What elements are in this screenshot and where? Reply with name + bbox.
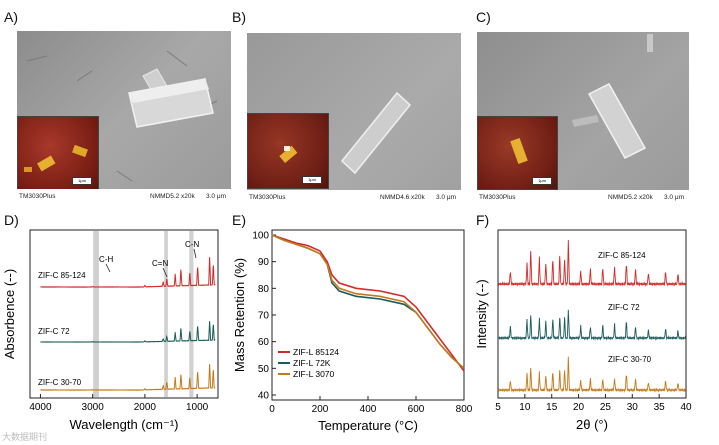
tga-y-tick-label-2: 60: [258, 337, 270, 348]
xrd-x-tick-label-2: 15: [546, 402, 558, 413]
sem-c-info: NMMD5.2 x20k: [608, 194, 653, 201]
panel-label-c: C): [476, 9, 491, 25]
ftir-arrow-ch: [105, 263, 111, 273]
tga-y-label: Mass Retention (%): [232, 258, 247, 372]
sem-a-inset: 1μm: [17, 116, 99, 190]
sem-b-inset: 1μm: [247, 113, 329, 189]
sem-image-a: 1μm TM3030Plus NMMD5.2 x20k 3.0 μm: [17, 31, 231, 203]
tga-y-tick-label-0: 40: [258, 391, 270, 402]
sem-a-crystal: [26, 50, 218, 182]
tga-y-tick-label-3: 70: [258, 311, 270, 322]
tga-x-tick-label-1: 200: [312, 404, 329, 415]
ftir-x-tick-label-1: 3000: [82, 402, 105, 413]
panel-label-a: A): [4, 9, 18, 25]
ftir-arrow-cn: [193, 248, 197, 259]
ftir-series-line-3: [40, 363, 216, 391]
ftir-frame: [29, 229, 219, 399]
ftir-x-tick-label-0: 4000: [29, 402, 52, 413]
tga-legend-label-1: ZIF-L 85124: [293, 347, 339, 357]
xrd-x-label: 2θ (°): [576, 417, 608, 432]
tga-legend-label-2: ZIF-L 72K: [293, 358, 331, 368]
xrd-x-tick-label-6: 35: [654, 402, 666, 413]
sem-c-inset-scale: 1μm: [532, 177, 552, 185]
tga-x-label: Temperature (°C): [318, 418, 418, 433]
sem-image-c: 1μm TM3030Plus NMMD5.2 x20k 3.0 μm: [477, 32, 689, 204]
tga-legend-label-3: ZIF-L 3070: [293, 369, 335, 379]
xrd-x-tick-label-7: 40: [680, 402, 692, 413]
sem-b-inset-scale: 1μm: [302, 176, 322, 184]
tga-y-tick-label-1: 50: [258, 364, 270, 375]
ftir-band-1: [93, 231, 99, 397]
ftir-arrow-cn-double: [162, 267, 168, 278]
ftir-series-line-1: [40, 257, 216, 288]
panel-label-b: B): [232, 9, 246, 25]
xrd-series-line-1: [497, 239, 686, 287]
ftir-annotation-cn-double: C=N: [152, 259, 168, 268]
tga-chart: 0 200 400 600 800 40 50 60 70 80 90 100 Temperature…: [232, 229, 472, 433]
sem-b-info: NMMD4.6 x20k: [380, 194, 425, 201]
sem-a-info: NMMD5.2 x20k: [150, 193, 195, 200]
xrd-y-label: Intensity (--): [476, 279, 489, 348]
xrd-series-2-label: ZIF-C 72: [608, 303, 640, 312]
xrd-x-tick-label-5: 30: [627, 402, 639, 413]
xrd-series-1-label: ZIF-C 85-124: [598, 251, 646, 260]
tga-x-tick-label-2: 400: [360, 404, 377, 415]
sem-a-inset-crystals: [24, 144, 88, 172]
tga-series-line-1: [271, 234, 465, 372]
ftir-annotation-ch: C-H: [99, 255, 113, 264]
xrd-x-tick-label-4: 25: [600, 402, 612, 413]
ftir-series-1-label: ZIF-C 85-124: [38, 271, 86, 280]
tga-series-line-3: [271, 234, 465, 369]
ftir-x-tick-label-2: 2000: [134, 402, 157, 413]
sem-b-inset-crystal: [279, 145, 298, 163]
ftir-x-label: Wavelength (cm⁻¹): [70, 417, 179, 432]
tga-x-tick-label-3: 600: [408, 404, 425, 415]
tga-y-tick-label-5: 90: [258, 257, 270, 268]
ftir-series-3-label: ZIF-C 30-70: [38, 378, 82, 387]
ftir-chart: 4000 3000 2000 1000 Wavelength (cm⁻¹) Absor…: [2, 229, 219, 432]
ftir-y-label: Absorbence (--): [2, 269, 17, 359]
sem-b-crystal: [340, 91, 412, 175]
xrd-x-tick-label-1: 10: [519, 402, 531, 413]
xrd-chart: 5 10 15 20 25 30 35 40 2θ (°) Intensity (--) ZI…: [476, 229, 692, 432]
sem-b-scale: 3.0 μm: [436, 194, 457, 201]
tga-x-tick-label-4: 800: [456, 404, 472, 415]
sem-c-crystal: [572, 34, 653, 159]
ftir-series-line-2: [40, 321, 216, 343]
sem-c-scale: 3.0 μm: [664, 194, 685, 201]
sem-a-scale: 3.0 μm: [206, 193, 227, 200]
ftir-annotation-cn: C-N: [185, 240, 199, 249]
xrd-series-line-3: [497, 356, 686, 393]
ftir-band-2: [164, 231, 168, 397]
tga-x-tick-label-0: 0: [269, 404, 275, 415]
sem-a-inset-scale: 1μm: [72, 177, 92, 185]
ftir-x-tick-label-3: 1000: [186, 402, 209, 413]
xrd-series-line-2: [497, 309, 687, 341]
panel-label-d: D): [4, 212, 19, 228]
ftir-series-2-label: ZIF-C 72: [38, 327, 70, 336]
ftir-band-3: [189, 231, 194, 397]
panel-label-f: F): [476, 212, 490, 228]
sem-a-footer: TM3030Plus NMMD5.2 x20k 3.0 μm: [17, 189, 231, 203]
xrd-series-3-label: ZIF-C 30-70: [608, 355, 652, 364]
sem-c-instrument: TM3030Plus: [479, 194, 516, 201]
xrd-x-tick-label-3: 20: [573, 402, 585, 413]
xrd-frame: [497, 229, 687, 399]
sem-c-footer: TM3030Plus NMMD5.2 x20k 3.0 μm: [477, 190, 689, 204]
sem-image-b: 1μm TM3030Plus NMMD4.6 x20k 3.0 μm: [247, 33, 461, 204]
tga-y-tick-label-6: 100: [252, 231, 269, 242]
tga-y-tick-label-4: 80: [258, 284, 270, 295]
panel-label-e: E): [232, 212, 246, 228]
sem-c-inset: 1μm: [477, 116, 558, 190]
watermark: 大数据期刊: [2, 432, 48, 442]
sem-a-instrument: TM3030Plus: [19, 193, 56, 200]
sem-b-footer: TM3030Plus NMMD4.6 x20k 3.0 μm: [247, 190, 461, 204]
sem-c-inset-crystal: [510, 138, 528, 164]
sem-b-instrument: TM3030Plus: [249, 194, 286, 201]
xrd-x-tick-label-0: 5: [495, 402, 501, 413]
